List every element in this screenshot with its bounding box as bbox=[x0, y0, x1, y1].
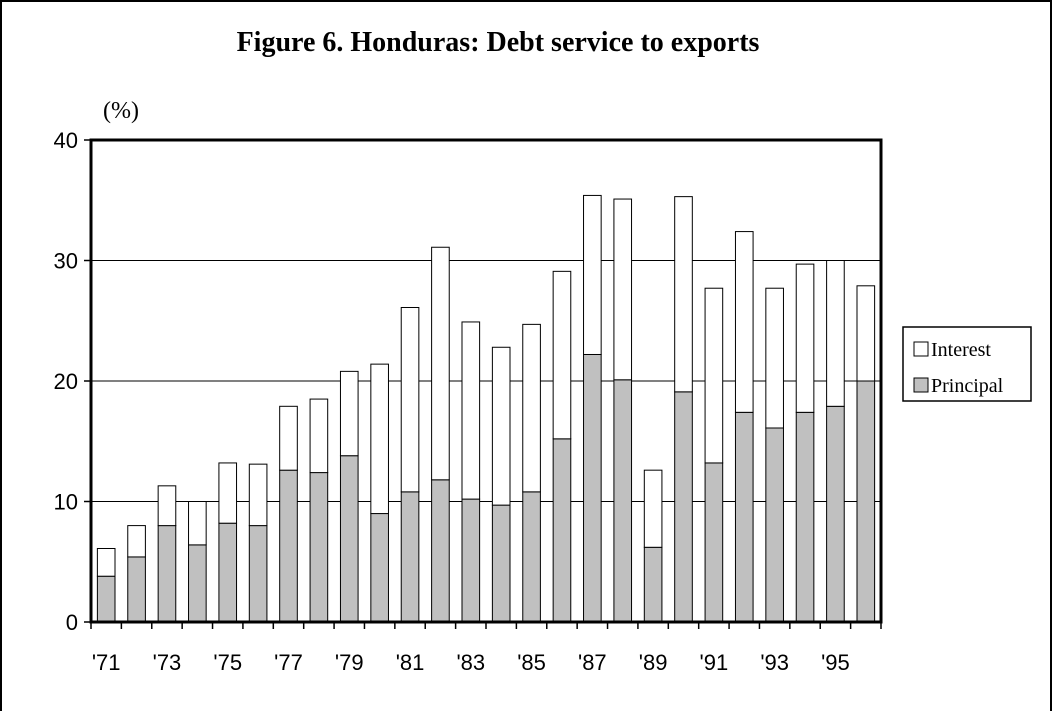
legend-label-interest: Interest bbox=[931, 339, 991, 361]
x-tick-labels: '71 '73 '75 '77 '79 '81 '83 '85 '87 '89 '91 '93 '95 bbox=[92, 650, 850, 675]
y-tick-label: 0 bbox=[66, 610, 78, 635]
bar-interest-79 bbox=[339, 370, 359, 457]
bar-principal-79 bbox=[339, 455, 359, 623]
bar-principal-75 bbox=[218, 522, 238, 623]
bar-interest-88 bbox=[613, 198, 633, 381]
y-tick-label: 40 bbox=[54, 128, 78, 153]
bar-principal-87 bbox=[583, 353, 602, 623]
x-tick-label: '95 bbox=[821, 650, 850, 675]
bar-interest-80 bbox=[370, 363, 389, 515]
bar-principal-72 bbox=[127, 556, 146, 623]
bar-principal-88 bbox=[613, 379, 633, 623]
bar-interest-85 bbox=[522, 323, 541, 493]
gridlines bbox=[91, 260, 881, 502]
bar-principal-71 bbox=[96, 575, 116, 623]
bar-principal-74 bbox=[188, 544, 207, 623]
bar-principal-84 bbox=[491, 504, 511, 623]
y-tick-label: 20 bbox=[54, 369, 78, 394]
y-tick-label: 10 bbox=[54, 490, 78, 515]
bar-principal-80 bbox=[370, 513, 389, 623]
y-tick-label: 30 bbox=[54, 249, 78, 274]
bar-principal-95 bbox=[826, 405, 845, 623]
bar-interest-71 bbox=[96, 547, 116, 577]
bar-principal-85 bbox=[522, 491, 541, 623]
x-tick-label: '77 bbox=[274, 650, 303, 675]
bar-principal-82 bbox=[431, 479, 450, 623]
bar-principal-96 bbox=[856, 380, 876, 623]
x-tick-label: '89 bbox=[639, 650, 668, 675]
bars bbox=[96, 194, 876, 623]
bar-interest-93 bbox=[765, 287, 784, 429]
bar-interest-95 bbox=[826, 260, 845, 407]
bar-interest-94 bbox=[795, 263, 815, 413]
bar-interest-84 bbox=[491, 346, 511, 506]
x-tick-label: '87 bbox=[578, 650, 607, 675]
bar-principal-86 bbox=[552, 438, 572, 623]
x-tick-label: '79 bbox=[335, 650, 364, 675]
axes bbox=[84, 138, 883, 629]
bar-principal-81 bbox=[400, 491, 420, 623]
bar-principal-83 bbox=[461, 498, 481, 623]
bar-principal-78 bbox=[309, 472, 329, 623]
x-tick-label: '81 bbox=[396, 650, 425, 675]
bar-interest-78 bbox=[309, 398, 329, 474]
bar-interest-83 bbox=[461, 321, 481, 500]
x-tick-label: '73 bbox=[153, 650, 182, 675]
bar-interest-74 bbox=[188, 501, 207, 546]
bar-principal-94 bbox=[795, 411, 815, 623]
x-tick-label: '71 bbox=[92, 650, 121, 675]
bar-interest-72 bbox=[127, 525, 146, 558]
bar-principal-93 bbox=[765, 427, 784, 623]
legend-swatch-interest bbox=[913, 341, 929, 357]
x-tick-label: '93 bbox=[760, 650, 789, 675]
bar-interest-96 bbox=[856, 285, 876, 382]
bar-principal-91 bbox=[704, 462, 724, 623]
bar-principal-76 bbox=[248, 525, 268, 623]
bar-interest-86 bbox=[552, 270, 572, 440]
bar-interest-90 bbox=[674, 196, 693, 393]
bar-principal-89 bbox=[643, 546, 663, 623]
x-tick-label: '83 bbox=[456, 650, 485, 675]
legend-swatch-principal bbox=[913, 377, 929, 393]
bar-principal-90 bbox=[674, 391, 693, 623]
bar-principal-73 bbox=[157, 525, 177, 623]
x-tick-label: '85 bbox=[517, 650, 546, 675]
x-tick-label: '91 bbox=[700, 650, 729, 675]
bar-interest-91 bbox=[704, 287, 724, 464]
bar-interest-89 bbox=[643, 469, 663, 548]
chart-title: Figure 6. Honduras: Debt service to expo… bbox=[237, 27, 760, 58]
x-tick-label: '75 bbox=[213, 650, 242, 675]
legend-label-principal: Principal bbox=[931, 375, 1004, 397]
bar-interest-73 bbox=[157, 485, 177, 527]
bar-principal-92 bbox=[734, 411, 754, 623]
bar-interest-76 bbox=[248, 463, 268, 527]
bar-interest-87 bbox=[583, 194, 602, 355]
legend: Interest Principal bbox=[902, 326, 1032, 402]
bar-principal-77 bbox=[279, 469, 298, 623]
y-axis-unit-label: (%) bbox=[103, 98, 139, 124]
y-tick-labels: 0 10 20 30 40 bbox=[54, 128, 78, 635]
bar-interest-82 bbox=[431, 246, 450, 481]
bar-interest-92 bbox=[734, 231, 754, 413]
bar-interest-77 bbox=[279, 405, 298, 471]
bar-interest-81 bbox=[400, 306, 420, 493]
bar-interest-75 bbox=[218, 462, 238, 524]
